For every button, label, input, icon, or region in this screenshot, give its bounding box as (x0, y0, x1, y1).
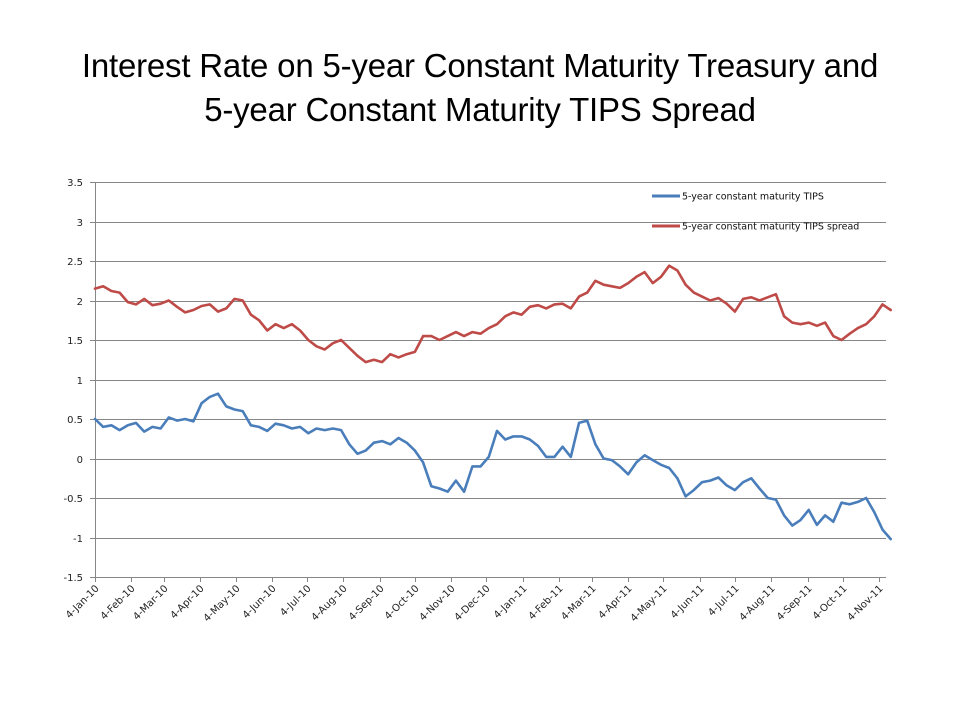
legend-item-tips-spread: 5-year constant maturity TIPS spread (652, 222, 859, 233)
y-tick-label: 0.5 (67, 415, 83, 426)
series-line-tips (93, 392, 893, 541)
x-tick-label: 4-Jan-10 (64, 583, 102, 621)
legend-label-tips: 5-year constant maturity TIPS (682, 192, 824, 203)
x-tick-label: 4-Oct-10 (383, 583, 422, 622)
x-tick-label: 4-Mar-10 (131, 583, 170, 622)
x-tick-label: 4-Jun-10 (241, 583, 279, 621)
x-tick-label: 4-Aug-10 (310, 583, 350, 623)
x-tick-label: 4-Nov-10 (418, 583, 458, 623)
y-tick-label: -1 (73, 534, 83, 545)
y-tick-label: -0.5 (63, 494, 83, 505)
x-tick-label: 4-Aug-11 (738, 583, 778, 623)
chart-title-line-2: 5-year Constant Maturity TIPS Spread (204, 91, 756, 128)
y-tick-label: 2 (77, 297, 83, 308)
x-axis: 4-Jan-104-Feb-104-Mar-104-Apr-104-May-10… (64, 577, 886, 624)
y-tick-label: -1.5 (63, 573, 83, 584)
y-tick-label: 3 (77, 218, 83, 229)
legend-label-tips-spread: 5-year constant maturity TIPS spread (682, 222, 859, 233)
y-axis: 3.5 3 2.5 2 1.5 1 0.5 0 -0.5 -1 -1.5 (63, 178, 96, 584)
x-tick-label: 4-Sep-10 (347, 583, 387, 623)
series-lines (93, 264, 893, 541)
x-tick-label: 4-May-11 (629, 583, 670, 624)
x-tick-label: 4-Apr-10 (169, 583, 207, 621)
x-tick-label: 4-Jun-11 (669, 583, 707, 621)
legend-item-tips: 5-year constant maturity TIPS (652, 192, 824, 203)
x-tick-label: 4-Oct-11 (811, 583, 850, 622)
y-tick-label: 2.5 (67, 257, 83, 268)
y-tick-label: 3.5 (67, 178, 83, 189)
x-tick-label: 4-Dec-10 (453, 583, 493, 623)
y-tick-label: 1 (77, 376, 83, 387)
legend: 5-year constant maturity TIPS 5-year con… (652, 192, 859, 233)
x-tick-label: 4-Mar-11 (559, 583, 598, 622)
series-line-tips-spread (93, 264, 893, 364)
x-tick-label: 4-Jan-11 (492, 583, 530, 621)
x-tick-label: 4-Sep-11 (775, 583, 815, 623)
gridlines (95, 182, 886, 539)
x-tick-label: 4-May-10 (202, 583, 243, 624)
y-tick-label: 1.5 (67, 336, 83, 347)
x-tick-label: 4-Nov-11 (846, 583, 886, 623)
x-tick-label: 4-Jul-11 (706, 583, 741, 618)
x-tick-label: 4-Jul-10 (278, 583, 313, 618)
chart-title-line-1: Interest Rate on 5-year Constant Maturit… (81, 47, 879, 84)
chart-title: Interest Rate on 5-year Constant Maturit… (0, 44, 960, 132)
y-tick-label: 0 (77, 455, 83, 466)
